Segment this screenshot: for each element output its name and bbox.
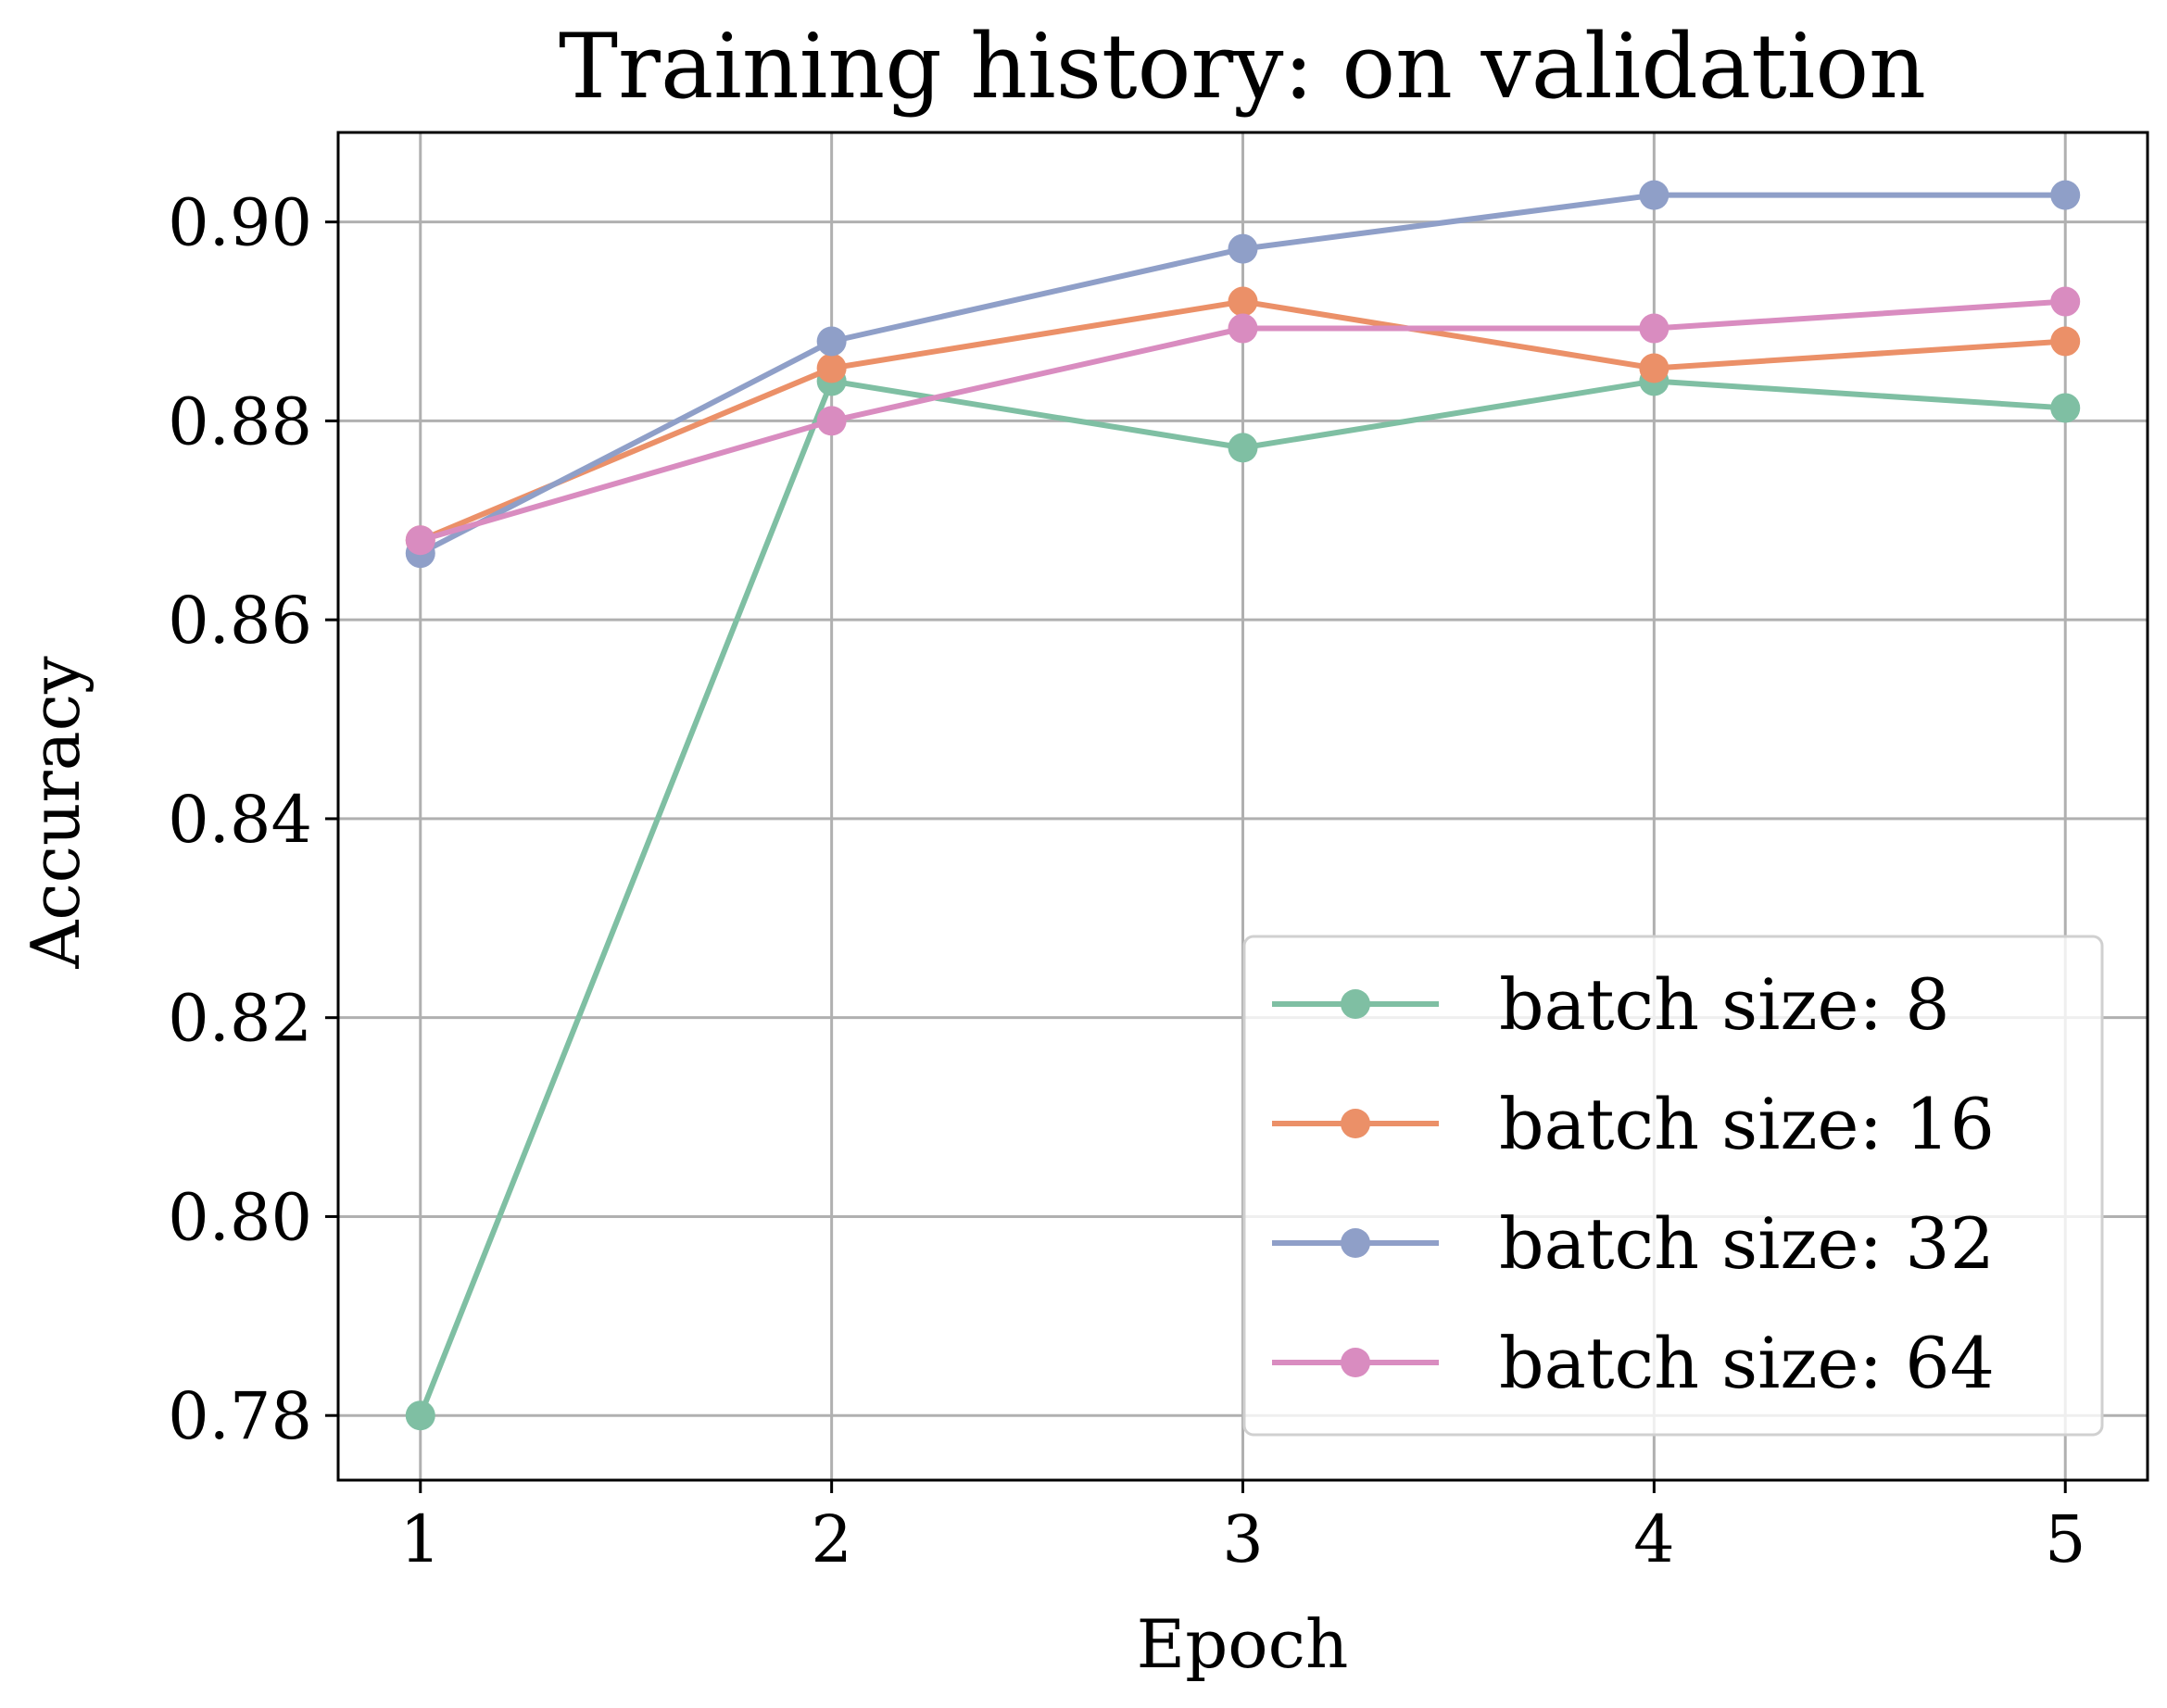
- legend-label: batch size: 16: [1499, 1083, 1995, 1165]
- y-axis-label: Accuracy: [17, 656, 94, 970]
- legend-entry: batch size: 64: [1272, 1322, 1995, 1404]
- y-tick-label: 0.90: [168, 185, 312, 261]
- y-tick-label: 0.88: [168, 383, 312, 459]
- data-point: [405, 525, 435, 556]
- y-tick-label: 0.84: [168, 782, 312, 858]
- data-point: [1228, 313, 1258, 344]
- x-axis-label: Epoch: [1137, 1605, 1349, 1683]
- data-point: [816, 353, 847, 383]
- legend-label: batch size: 64: [1499, 1322, 1995, 1404]
- legend-box: [1242, 935, 2104, 1437]
- y-tick-label: 0.78: [168, 1378, 312, 1454]
- chart-title: Training history: on validation: [559, 15, 1926, 119]
- data-point: [816, 326, 847, 357]
- data-point: [1228, 433, 1258, 463]
- legend: batch size: 8 batch size: 16 batch size: 3…: [1242, 935, 2104, 1437]
- legend-entry: batch size: 32: [1272, 1202, 1995, 1285]
- legend-swatch-marker: [1341, 1109, 1370, 1138]
- x-tick-label: 1: [399, 1501, 441, 1577]
- legend-label: batch size: 8: [1499, 963, 1950, 1046]
- legend-label: batch size: 32: [1499, 1202, 1995, 1285]
- data-point: [405, 1400, 435, 1431]
- x-tick-label: 4: [1633, 1501, 1675, 1577]
- data-point: [2050, 393, 2081, 423]
- y-tick-label: 0.86: [168, 583, 312, 659]
- data-point: [1639, 313, 1669, 344]
- legend-swatch-marker: [1341, 1228, 1370, 1258]
- legend-entry: batch size: 16: [1272, 1083, 1995, 1165]
- data-point: [1639, 180, 1669, 210]
- y-tick-label: 0.82: [168, 981, 312, 1057]
- x-tick-label: 2: [811, 1501, 852, 1577]
- y-tick-label: 0.80: [168, 1179, 312, 1255]
- legend-swatch-marker: [1341, 989, 1370, 1019]
- axis-ticks: 1 2 3 4 5 0.78 0.80 0.82 0.84 0.86 0.88 0.90: [168, 185, 2085, 1577]
- series-layer: [405, 180, 2081, 1431]
- legend-swatch-marker: [1341, 1348, 1370, 1377]
- data-point: [1228, 233, 1258, 264]
- series-4: [405, 286, 2081, 556]
- x-tick-label: 5: [2045, 1501, 2086, 1577]
- legend-entry: batch size: 8: [1272, 963, 1950, 1046]
- data-point: [2050, 180, 2081, 210]
- data-point: [1228, 286, 1258, 317]
- data-point: [816, 406, 847, 436]
- x-tick-label: 3: [1222, 1501, 1264, 1577]
- data-point: [2050, 326, 2081, 357]
- data-point: [2050, 286, 2081, 317]
- data-point: [1639, 353, 1669, 383]
